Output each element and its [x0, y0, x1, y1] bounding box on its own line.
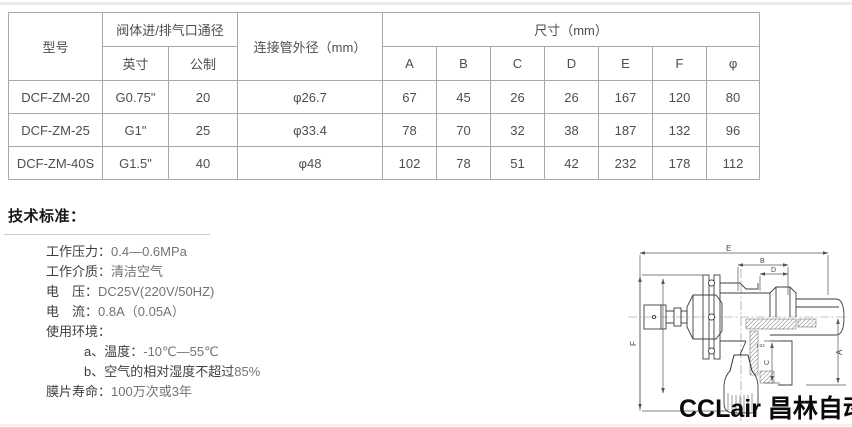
col-header-dim-b: B [436, 46, 491, 81]
cell-pipe-od: φ48 [237, 146, 383, 180]
col-header-model: 型号 [8, 12, 103, 81]
page-top-border [0, 2, 852, 5]
cell-dim-e: 232 [598, 146, 653, 180]
cell-dim-c: 32 [490, 113, 545, 147]
cell-dim-c: 26 [490, 80, 545, 114]
cell-pipe-od: φ33.4 [237, 113, 383, 147]
cell-dim-b: 78 [436, 146, 491, 180]
cell-dim-f: 178 [652, 146, 707, 180]
dimension-labels: E B D F A C 1:24 [629, 244, 844, 365]
dim-label-a: A [835, 349, 844, 355]
valve-spec-table: 型号 阀体进/排气口通径 连接管外径（mm） 尺寸（mm） 英寸 公制 A B … [8, 12, 761, 180]
tech-standards-heading: 技术标准： [8, 208, 86, 225]
table-header-row-2: 英寸 公制 A B C D E F φ [9, 46, 761, 81]
table-row: DCF-ZM-25 G1" 25 φ33.4 78 70 32 38 187 1… [8, 113, 761, 147]
brand-watermark: CCLair 昌林自动化 [679, 395, 852, 423]
cell-dim-a: 78 [382, 113, 437, 147]
cell-dim-d: 38 [544, 113, 599, 147]
cell-metric: 20 [168, 80, 238, 114]
tech-standards-list: 工作压力：0.4—0.6MPa 工作介质：清洁空气 电 压：DC25V(220V… [0, 242, 430, 402]
cell-dim-a: 67 [382, 80, 437, 114]
dim-label-d: D [771, 267, 776, 274]
cell-dim-d: 42 [544, 146, 599, 180]
cell-dim-f: 132 [652, 113, 707, 147]
cell-metric: 25 [168, 113, 238, 147]
cell-dim-b: 70 [436, 113, 491, 147]
cell-inch: G1" [102, 113, 169, 147]
col-header-pipe-od: 连接管外径（mm） [237, 12, 383, 81]
col-header-dim-d: D [544, 46, 599, 81]
cell-dim-phi: 112 [705, 146, 761, 180]
cell-dim-e: 187 [598, 113, 653, 147]
spec-line-environment: 使用环境： [46, 324, 112, 339]
dimension-lines [638, 251, 846, 412]
spec-line-working-pressure: 工作压力：0.4—0.6MPa [46, 244, 187, 259]
valve-technical-drawing: E B D F A C 1:24 [610, 243, 852, 425]
spec-line-voltage: 电 压：DC25V(220V/50HZ) [46, 284, 215, 299]
cell-model: DCF-ZM-20 [8, 80, 103, 114]
col-header-metric: 公制 [168, 46, 238, 81]
cell-inch: G0.75" [102, 80, 169, 114]
cell-pipe-od: φ26.7 [237, 80, 383, 114]
table-header-row-1: 型号 阀体进/排气口通径 连接管外径（mm） 尺寸（mm） [8, 12, 761, 81]
spec-line-humidity: b、空气的相对湿度不超过85% [84, 364, 261, 379]
col-header-inch: 英寸 [102, 46, 169, 81]
col-header-port: 阀体进/排气口通径 [102, 12, 238, 47]
cell-dim-f: 120 [652, 80, 707, 114]
col-header-dim-phi: φ [705, 46, 761, 81]
cell-dim-b: 45 [436, 80, 491, 114]
cell-model: DCF-ZM-40S [8, 146, 103, 180]
section-hatching [745, 318, 817, 384]
col-header-dim-c: C [490, 46, 545, 81]
spec-line-diaphragm-life: 膜片寿命：100万次或3年 [46, 384, 192, 399]
cell-model: DCF-ZM-25 [8, 113, 103, 147]
spec-line-working-medium: 工作介质：清洁空气 [46, 264, 164, 279]
col-header-dimensions: 尺寸（mm） [381, 12, 761, 47]
dim-label-c: C [764, 360, 771, 365]
col-header-dim-f: F [652, 46, 707, 81]
col-header-dim-e: E [598, 46, 653, 81]
valve-drawing-svg: E B D F A C 1:24 [628, 244, 848, 421]
cell-dim-e: 167 [598, 80, 653, 114]
dim-label-b: B [760, 258, 765, 265]
cell-inch: G1.5" [102, 146, 169, 180]
table-row: DCF-ZM-40S G1.5" 40 φ48 102 78 51 42 232… [8, 146, 761, 180]
cell-dim-phi: 80 [705, 80, 761, 114]
cell-dim-c: 51 [490, 146, 545, 180]
page-bottom-border [0, 424, 852, 426]
spec-line-current: 电 流：0.8A（0.05A） [46, 304, 185, 319]
dim-label-f: F [629, 341, 638, 346]
cell-metric: 40 [168, 146, 238, 180]
cell-dim-phi: 96 [705, 113, 761, 147]
cell-dim-a: 102 [382, 146, 437, 180]
cell-dim-d: 26 [544, 80, 599, 114]
dim-label-e: E [726, 244, 731, 253]
col-header-dim-a: A [382, 46, 437, 81]
table-row: DCF-ZM-20 G0.75" 20 φ26.7 67 45 26 26 16… [8, 80, 761, 114]
spec-line-temperature: a、温度：-10℃—55℃ [84, 344, 219, 359]
heading-divider [4, 234, 210, 235]
taper-label: 1:24 [756, 343, 765, 348]
